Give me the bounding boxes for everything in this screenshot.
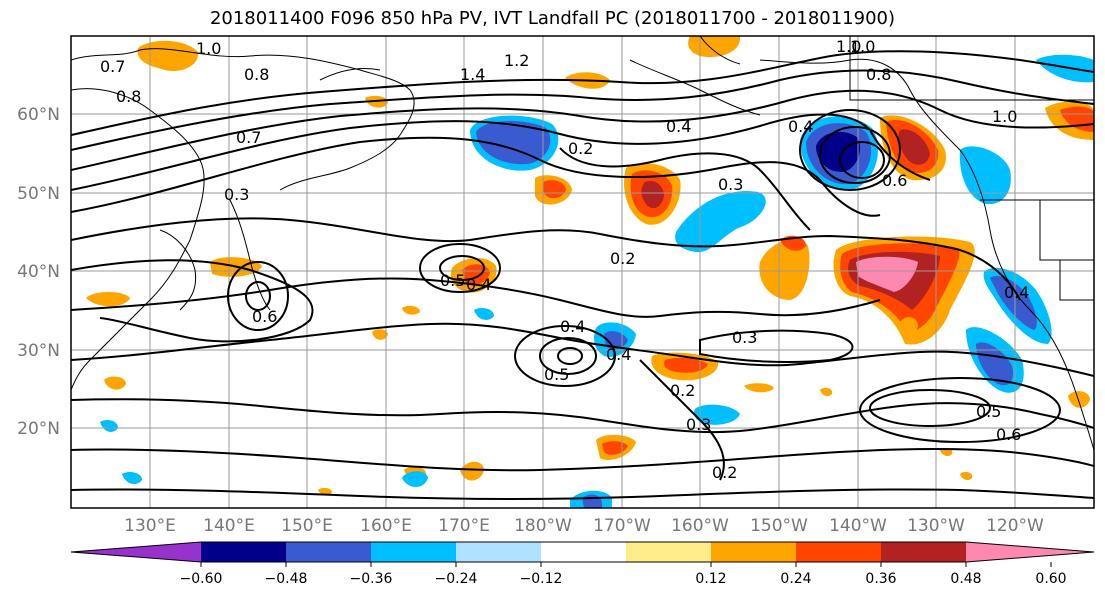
colorbar-segment [881,542,966,562]
contour-label: 1.0 [196,39,221,58]
lon-label: 130°E [124,516,176,536]
colorbar-segment [201,542,286,562]
contour-label-group: 1.0 0.8 0.7 0.8 0.7 1.4 1.2 1.0 0.4 0.2 … [100,37,1029,482]
lon-label: 160°W [671,516,729,536]
contour-label: 0.6 [882,171,907,190]
contour-label: 0.4 [788,117,813,136]
contour-label: 0.4 [1004,283,1029,302]
contour-label: 0.5 [544,365,569,384]
contour-label: 0.2 [712,463,737,482]
contour-label: 0.6 [252,307,277,326]
colorbar-tick-label: 0.60 [1035,571,1066,587]
contour-label: 0.5 [440,271,465,290]
contour-label: 0.4 [560,317,585,336]
coastlines [71,36,1094,451]
colorbar-tick-label: 0.12 [695,571,726,587]
contour-label: 0.4 [466,275,491,294]
colorbar-segment [966,542,1094,562]
colorbar-tick-label: −0.60 [180,571,223,587]
longitude-labels: 130°E 140°E 150°E 160°E 170°E 180°W 170°… [124,516,1044,536]
colorbar-tick-label: −0.24 [435,571,478,587]
colorbar-tick-label: 0.48 [950,571,981,587]
gridlines [71,36,1094,508]
lat-label: 30°N [17,341,60,361]
colorbar-segment [371,542,456,562]
contour-label: 0.3 [224,185,249,204]
contour-label: 0.7 [100,57,125,76]
colorbar: −0.60 −0.48 −0.36 −0.24 −0.12 0.12 0.24 0.36 0.4… [70,541,1095,587]
lat-label: 50°N [17,184,60,204]
contour-label: 0.2 [568,139,593,158]
contour-label: 0.8 [866,65,891,84]
colorbar-segment [456,542,541,562]
contour-label: 0.8 [244,65,269,84]
colorbar-segment [711,542,796,562]
colorbar-tick-label: −0.12 [520,571,563,587]
latitude-labels: 60°N 50°N 40°N 30°N 20°N [17,105,60,439]
contour-label: 0.2 [670,381,695,400]
contour-label: 0.6 [996,425,1021,444]
contour-label: 0.5 [976,402,1001,421]
figure-title: 2018011400 F096 850 hPa PV, IVT Landfall… [209,8,896,29]
colorbar-segment [541,542,626,562]
lon-label: 170°E [438,516,490,536]
colorbar-segment [796,542,881,562]
colorbar-segment [626,542,711,562]
contour-label: 0.2 [610,249,635,268]
lon-label: 130°W [907,516,965,536]
colorbar-tick-label: 0.36 [865,571,896,587]
contour-label: 0.4 [606,345,631,364]
lon-label: 140°E [203,516,255,536]
lon-label: 180°W [514,516,572,536]
colorbar-tick-label: 0.24 [780,571,811,587]
colorbar-tick-label: −0.48 [265,571,308,587]
lat-label: 60°N [17,105,60,125]
contour-label: 0.7 [236,128,261,147]
lon-label: 150°E [281,516,333,536]
contour-label: 1.0 [836,37,861,56]
contour-label: 1.2 [504,51,529,70]
colorbar-segment [286,542,371,562]
lat-label: 40°N [17,262,60,282]
lon-label: 160°E [360,516,412,536]
contour-label: 0.3 [718,175,743,194]
ivt-contours [71,50,1094,500]
contour-label: 1.4 [460,65,485,84]
contour-label: 1.0 [992,107,1017,126]
lon-label: 120°W [986,516,1044,536]
lon-label: 150°W [750,516,808,536]
contour-label: 0.8 [116,87,141,106]
contour-label: 0.4 [666,117,691,136]
lon-label: 170°W [593,516,651,536]
colorbar-tick-label: −0.36 [350,571,393,587]
colorbar-segment [71,542,201,562]
contour-label: 0.3 [686,415,711,434]
map-border [70,35,1095,509]
contour-label: 0.3 [732,328,757,347]
lat-label: 20°N [17,419,60,439]
contour-label: 1.0 [850,37,875,56]
lon-label: 140°W [829,516,887,536]
